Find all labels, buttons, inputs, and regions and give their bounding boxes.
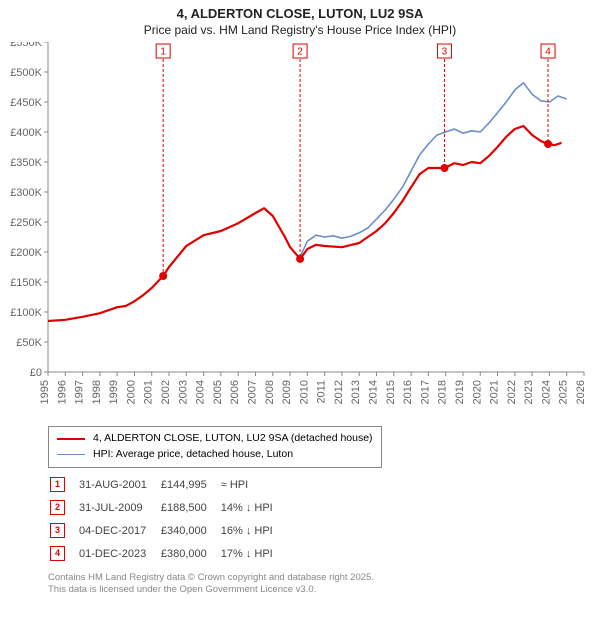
legend-swatch-price-paid [57,438,85,440]
svg-text:2002: 2002 [160,380,172,404]
svg-text:2018: 2018 [437,380,449,404]
svg-text:2007: 2007 [246,380,258,404]
transaction-price: £380,000 [161,543,219,564]
svg-text:2019: 2019 [454,380,466,404]
svg-text:1996: 1996 [56,380,68,404]
transaction-delta: 17% ↓ HPI [221,543,285,564]
svg-text:2022: 2022 [506,380,518,404]
transaction-price: £340,000 [161,520,219,541]
svg-text:2010: 2010 [298,380,310,404]
chart-title: 4, ALDERTON CLOSE, LUTON, LU2 9SA [0,0,600,23]
transaction-delta: 16% ↓ HPI [221,520,285,541]
marker-num-4: 4 [545,47,551,58]
svg-text:£250K: £250K [10,217,42,229]
svg-text:2004: 2004 [195,380,207,404]
svg-text:2026: 2026 [575,380,587,404]
marker-dot-4 [544,140,552,148]
svg-text:£300K: £300K [10,187,42,199]
svg-text:2011: 2011 [316,380,328,404]
svg-text:2016: 2016 [402,380,414,404]
svg-text:1998: 1998 [91,380,103,404]
series-price_paid [48,126,562,321]
transaction-marker-4: 4 [50,546,65,561]
svg-text:2008: 2008 [264,380,276,404]
svg-text:2003: 2003 [177,380,189,404]
svg-text:£50K: £50K [16,337,42,349]
transaction-row: 2 31-JUL-2009£188,50014% ↓ HPI [50,497,285,518]
transaction-price: £188,500 [161,497,219,518]
chart-subtitle: Price paid vs. HM Land Registry's House … [0,23,600,41]
transaction-marker-3: 3 [50,523,65,538]
transaction-row: 4 01-DEC-2023£380,00017% ↓ HPI [50,543,285,564]
svg-text:2023: 2023 [523,380,535,404]
svg-text:2025: 2025 [558,380,570,404]
svg-text:2012: 2012 [333,380,345,404]
svg-text:£150K: £150K [10,277,42,289]
marker-dot-3 [440,164,448,172]
svg-text:2000: 2000 [125,380,137,404]
svg-text:2024: 2024 [540,380,552,404]
marker-dot-2 [296,255,304,263]
transaction-row: 1 31-AUG-2001£144,995≈ HPI [50,474,285,495]
legend-item-hpi: HPI: Average price, detached house, Luto… [57,447,373,463]
svg-text:2001: 2001 [143,380,155,404]
svg-text:1995: 1995 [39,380,51,404]
legend: 4, ALDERTON CLOSE, LUTON, LU2 9SA (detac… [48,426,382,468]
transaction-date: 01-DEC-2023 [79,543,159,564]
svg-text:2020: 2020 [471,380,483,404]
svg-text:£450K: £450K [10,97,42,109]
footer-line-2: This data is licensed under the Open Gov… [48,584,374,596]
transaction-price: £144,995 [161,474,219,495]
svg-text:£100K: £100K [10,307,42,319]
legend-label-price-paid: 4, ALDERTON CLOSE, LUTON, LU2 9SA (detac… [93,431,373,447]
svg-text:2005: 2005 [212,380,224,404]
svg-text:£200K: £200K [10,247,42,259]
transaction-marker-2: 2 [50,500,65,515]
svg-text:2017: 2017 [419,380,431,404]
legend-swatch-hpi [57,454,85,455]
legend-label-hpi: HPI: Average price, detached house, Luto… [93,447,293,463]
series-hpi [300,83,567,257]
legend-item-price-paid: 4, ALDERTON CLOSE, LUTON, LU2 9SA (detac… [57,431,373,447]
copyright-footer: Contains HM Land Registry data © Crown c… [48,572,374,597]
svg-text:2009: 2009 [281,380,293,404]
transaction-date: 31-AUG-2001 [79,474,159,495]
transaction-date: 31-JUL-2009 [79,497,159,518]
svg-text:2021: 2021 [489,380,501,404]
svg-text:£400K: £400K [10,127,42,139]
chart: £0 £50K £100K £150K £200K £250K £300K £350K £400… [10,42,590,422]
svg-text:£500K: £500K [10,67,42,79]
marker-num-1: 1 [160,47,166,58]
transaction-delta: 14% ↓ HPI [221,497,285,518]
transaction-date: 04-DEC-2017 [79,520,159,541]
transactions-table: 1 31-AUG-2001£144,995≈ HPI 2 31-JUL-2009£18… [48,472,287,566]
svg-text:1997: 1997 [74,380,86,404]
transaction-delta: ≈ HPI [221,474,285,495]
svg-text:2006: 2006 [229,380,241,404]
svg-text:£350K: £350K [10,157,42,169]
transaction-marker-1: 1 [50,477,65,492]
transaction-row: 3 04-DEC-2017£340,00016% ↓ HPI [50,520,285,541]
svg-text:£550K: £550K [10,42,42,49]
marker-num-2: 2 [297,47,303,58]
footer-line-1: Contains HM Land Registry data © Crown c… [48,572,374,584]
svg-text:2014: 2014 [368,380,380,404]
marker-dot-1 [159,272,167,280]
svg-text:1999: 1999 [108,380,120,404]
marker-num-3: 3 [442,47,448,58]
chart-svg: £0 £50K £100K £150K £200K £250K £300K £350K £400… [10,42,590,422]
svg-text:£0: £0 [30,367,42,379]
svg-text:2013: 2013 [350,380,362,404]
svg-text:2015: 2015 [385,380,397,404]
